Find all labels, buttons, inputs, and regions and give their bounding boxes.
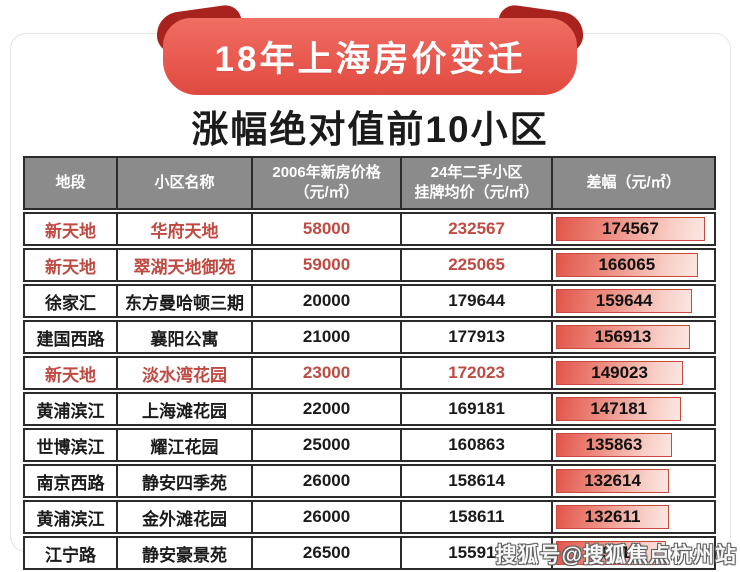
cell-price2024: 155915 — [402, 536, 554, 570]
cell-diff: 156913 — [553, 320, 716, 354]
header-community: 小区名称 — [117, 156, 254, 210]
cell-community: 耀江花园 — [117, 428, 254, 462]
cell-district: 世博滨江 — [23, 428, 118, 462]
cell-district: 南京西路 — [23, 464, 118, 498]
cell-community: 淡水湾花园 — [117, 356, 254, 390]
cell-price2024: 169181 — [402, 392, 554, 426]
cell-price2006: 26000 — [253, 500, 403, 534]
table-row: 黄浦滨江 上海滩花园 22000 169181 147181 — [23, 392, 716, 426]
diff-bar: 149023 — [556, 361, 684, 385]
cell-price2024: 172023 — [402, 356, 554, 390]
cell-community: 华府天地 — [117, 212, 254, 246]
table-row: 新天地 翠湖天地御苑 59000 225065 166065 — [23, 248, 716, 282]
cell-district: 新天地 — [23, 248, 118, 282]
diff-bar: 166065 — [556, 253, 698, 277]
table-header-row: 地段 小区名称 2006年新房价格 （元/㎡） 24年二手小区 挂牌均价（元/㎡… — [23, 156, 716, 210]
cell-diff: 129415 — [553, 536, 716, 570]
cell-community: 静安四季苑 — [117, 464, 254, 498]
cell-district: 黄浦滨江 — [23, 392, 118, 426]
table-row: 新天地 淡水湾花园 23000 172023 149023 — [23, 356, 716, 390]
cell-community: 翠湖天地御苑 — [117, 248, 254, 282]
cell-district: 建国西路 — [23, 320, 118, 354]
cell-price2024: 158614 — [402, 464, 554, 498]
page-title: 18年上海房价变迁 — [214, 40, 526, 79]
diff-bar: 159644 — [556, 289, 693, 313]
diff-bar: 135863 — [556, 433, 672, 457]
title-banner-body: 18年上海房价变迁 — [163, 18, 577, 95]
header-price2006-line1: 2006年新房价格 — [272, 163, 381, 181]
cell-district: 徐家汇 — [23, 284, 118, 318]
table-row: 黄浦滨江 金外滩花园 26000 158611 132611 — [23, 500, 716, 534]
cell-diff: 174567 — [553, 212, 716, 246]
cell-price2024: 232567 — [402, 212, 554, 246]
cell-price2006: 59000 — [253, 248, 403, 282]
cell-diff: 132611 — [553, 500, 716, 534]
cell-price2006: 20000 — [253, 284, 403, 318]
cell-price2024: 160863 — [402, 428, 554, 462]
diff-bar: 132614 — [556, 469, 670, 493]
cell-price2006: 26500 — [253, 536, 403, 570]
cell-community: 金外滩花园 — [117, 500, 254, 534]
cell-diff: 132614 — [553, 464, 716, 498]
header-price2006: 2006年新房价格 （元/㎡） — [253, 156, 403, 210]
cell-diff: 135863 — [553, 428, 716, 462]
header-price2006-line2: （元/㎡） — [294, 184, 359, 201]
cell-district: 新天地 — [23, 356, 118, 390]
cell-district: 黄浦滨江 — [23, 500, 118, 534]
cell-community: 襄阳公寓 — [117, 320, 254, 354]
cell-price2006: 22000 — [253, 392, 403, 426]
diff-bar: 147181 — [556, 397, 682, 421]
cell-community: 上海滩花园 — [117, 392, 254, 426]
table-row: 江宁路 静安豪景苑 26500 155915 129415 — [23, 536, 716, 570]
header-price2024: 24年二手小区 挂牌均价（元/㎡） — [402, 156, 554, 210]
cell-price2024: 177913 — [402, 320, 554, 354]
cell-price2024: 225065 — [402, 248, 554, 282]
header-district-line1: 地段 — [55, 173, 86, 191]
header-diff: 差幅（元/㎡） — [553, 156, 716, 210]
cell-community: 东方曼哈顿三期 — [117, 284, 254, 318]
cell-diff: 166065 — [553, 248, 716, 282]
table-row: 世博滨江 耀江花园 25000 160863 135863 — [23, 428, 716, 462]
diff-bar: 129415 — [556, 541, 667, 565]
cell-district: 新天地 — [23, 212, 118, 246]
header-price2024-line2: 挂牌均价（元/㎡） — [414, 184, 539, 201]
diff-bar: 132611 — [556, 505, 670, 529]
cell-price2006: 58000 — [253, 212, 403, 246]
table-row: 南京西路 静安四季苑 26000 158614 132614 — [23, 464, 716, 498]
table-row: 建国西路 襄阳公寓 21000 177913 156913 — [23, 320, 716, 354]
cell-community: 静安豪景苑 — [117, 536, 254, 570]
cell-price2024: 179644 — [402, 284, 554, 318]
watermark: 搜狐号@搜狐焦点杭州站 — [495, 544, 737, 567]
cell-price2006: 21000 — [253, 320, 403, 354]
header-district: 地段 — [23, 156, 118, 210]
cell-price2006: 23000 — [253, 356, 403, 390]
title-banner: 18年上海房价变迁 — [153, 3, 587, 95]
page-subtitle: 涨幅绝对值前10小区 — [191, 109, 549, 150]
cell-diff: 149023 — [553, 356, 716, 390]
header-community-line1: 小区名称 — [154, 173, 215, 191]
header-price2024-line1: 24年二手小区 — [430, 163, 523, 181]
cell-diff: 147181 — [553, 392, 716, 426]
header-diff-line1: 差幅（元/㎡） — [586, 173, 681, 191]
table-row: 徐家汇 东方曼哈顿三期 20000 179644 159644 — [23, 284, 716, 318]
diff-bar: 156913 — [556, 325, 690, 349]
cell-price2006: 25000 — [253, 428, 403, 462]
cell-price2006: 26000 — [253, 464, 403, 498]
table-row: 新天地 华府天地 58000 232567 174567 — [23, 212, 716, 246]
cell-price2024: 158611 — [402, 500, 554, 534]
cell-diff: 159644 — [553, 284, 716, 318]
diff-bar: 174567 — [556, 217, 705, 241]
cell-district: 江宁路 — [23, 536, 118, 570]
price-table: 地段 小区名称 2006年新房价格 （元/㎡） 24年二手小区 挂牌均价（元/㎡… — [23, 154, 716, 572]
